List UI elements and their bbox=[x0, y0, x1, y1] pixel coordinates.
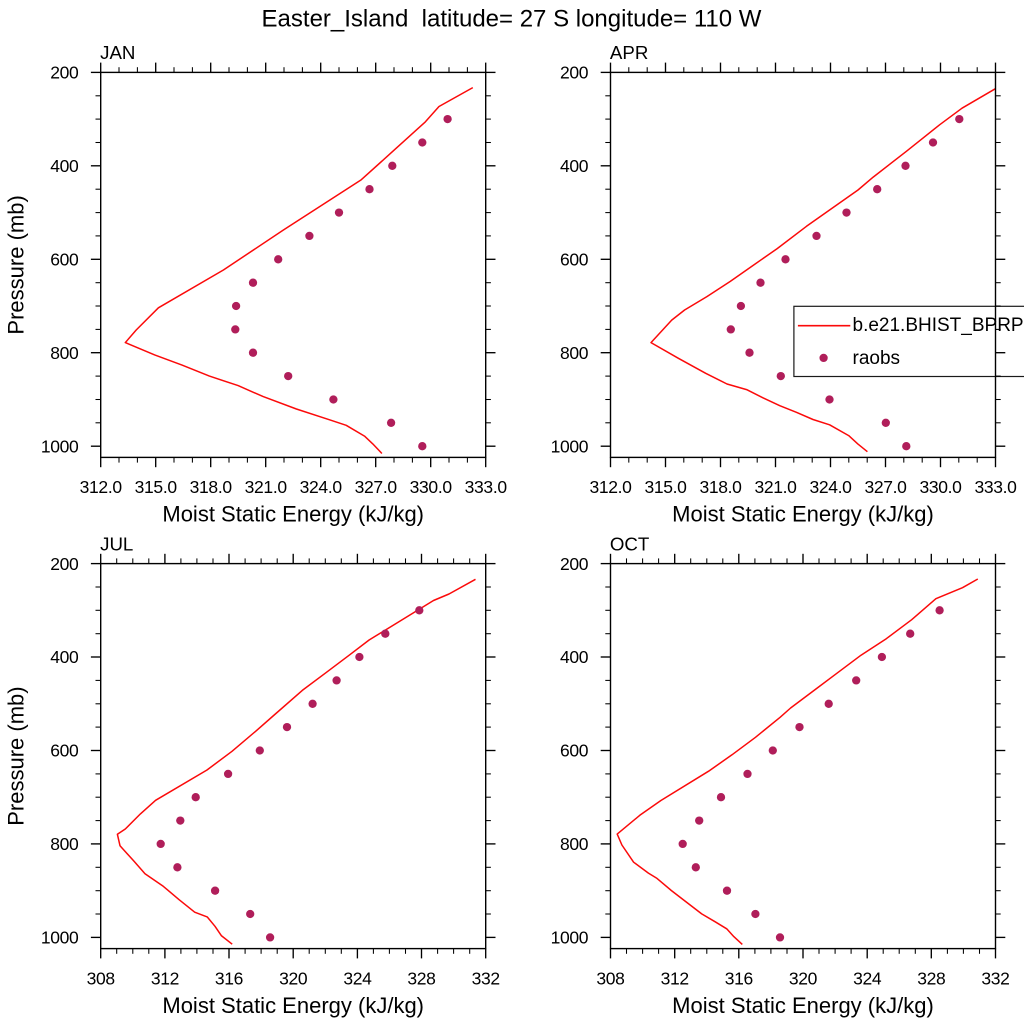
svg-text:316: 316 bbox=[725, 968, 753, 988]
svg-text:324.0: 324.0 bbox=[809, 477, 852, 497]
svg-text:600: 600 bbox=[560, 741, 589, 761]
svg-text:400: 400 bbox=[560, 156, 589, 176]
svg-text:OCT: OCT bbox=[610, 533, 649, 554]
svg-text:312.0: 312.0 bbox=[80, 477, 123, 497]
svg-text:333.0: 333.0 bbox=[974, 477, 1017, 497]
svg-text:312: 312 bbox=[151, 968, 179, 988]
svg-text:600: 600 bbox=[50, 741, 79, 761]
svg-text:1000: 1000 bbox=[551, 436, 589, 456]
svg-text:333.0: 333.0 bbox=[465, 477, 508, 497]
svg-text:Moist Static Energy (kJ/kg): Moist Static Energy (kJ/kg) bbox=[162, 502, 424, 527]
svg-text:800: 800 bbox=[50, 343, 79, 363]
svg-text:APR: APR bbox=[610, 42, 648, 63]
svg-text:400: 400 bbox=[560, 647, 589, 667]
svg-text:315.0: 315.0 bbox=[135, 477, 178, 497]
svg-text:312.0: 312.0 bbox=[589, 477, 632, 497]
svg-text:312: 312 bbox=[661, 968, 689, 988]
svg-text:308: 308 bbox=[596, 968, 624, 988]
svg-text:600: 600 bbox=[50, 250, 79, 270]
svg-text:raobs: raobs bbox=[853, 348, 901, 369]
svg-text:800: 800 bbox=[50, 834, 79, 854]
svg-text:332: 332 bbox=[981, 968, 1009, 988]
svg-text:b.e21.BHIST_BPRPcmip6: b.e21.BHIST_BPRPcmip6 bbox=[853, 315, 1024, 336]
svg-text:315.0: 315.0 bbox=[644, 477, 687, 497]
svg-text:600: 600 bbox=[560, 250, 589, 270]
svg-text:328: 328 bbox=[917, 968, 945, 988]
svg-text:Pressure (mb): Pressure (mb) bbox=[4, 686, 29, 825]
svg-text:800: 800 bbox=[560, 343, 589, 363]
svg-text:332: 332 bbox=[472, 968, 500, 988]
svg-text:1000: 1000 bbox=[551, 928, 589, 948]
svg-text:321.0: 321.0 bbox=[754, 477, 797, 497]
svg-text:Moist Static Energy (kJ/kg): Moist Static Energy (kJ/kg) bbox=[672, 993, 934, 1018]
svg-text:Moist Static Energy (kJ/kg): Moist Static Energy (kJ/kg) bbox=[672, 502, 934, 527]
svg-text:JUL: JUL bbox=[100, 533, 133, 554]
svg-text:327.0: 327.0 bbox=[864, 477, 907, 497]
svg-text:308: 308 bbox=[87, 968, 115, 988]
svg-text:320: 320 bbox=[789, 968, 818, 988]
svg-text:1000: 1000 bbox=[41, 436, 79, 456]
svg-text:Easter_Island latitude= 27 S: Easter_Island latitude= 27 S longitude= … bbox=[262, 6, 762, 33]
svg-text:1000: 1000 bbox=[41, 928, 79, 948]
svg-text:330.0: 330.0 bbox=[919, 477, 962, 497]
svg-text:Pressure (mb): Pressure (mb) bbox=[4, 195, 29, 334]
svg-text:330.0: 330.0 bbox=[410, 477, 453, 497]
svg-text:316: 316 bbox=[215, 968, 243, 988]
svg-text:327.0: 327.0 bbox=[355, 477, 398, 497]
svg-text:200: 200 bbox=[560, 63, 589, 83]
svg-text:318.0: 318.0 bbox=[699, 477, 742, 497]
svg-text:JAN: JAN bbox=[100, 42, 135, 63]
svg-text:318.0: 318.0 bbox=[190, 477, 233, 497]
svg-text:200: 200 bbox=[50, 554, 79, 574]
svg-text:321.0: 321.0 bbox=[245, 477, 288, 497]
svg-text:200: 200 bbox=[50, 63, 79, 83]
svg-text:324.0: 324.0 bbox=[300, 477, 343, 497]
svg-text:320: 320 bbox=[279, 968, 308, 988]
svg-text:400: 400 bbox=[50, 156, 79, 176]
svg-text:324: 324 bbox=[853, 968, 882, 988]
svg-text:200: 200 bbox=[560, 554, 589, 574]
svg-text:Moist Static Energy (kJ/kg): Moist Static Energy (kJ/kg) bbox=[162, 993, 424, 1018]
svg-text:400: 400 bbox=[50, 647, 79, 667]
svg-text:324: 324 bbox=[343, 968, 372, 988]
svg-text:800: 800 bbox=[560, 834, 589, 854]
svg-text:328: 328 bbox=[407, 968, 435, 988]
